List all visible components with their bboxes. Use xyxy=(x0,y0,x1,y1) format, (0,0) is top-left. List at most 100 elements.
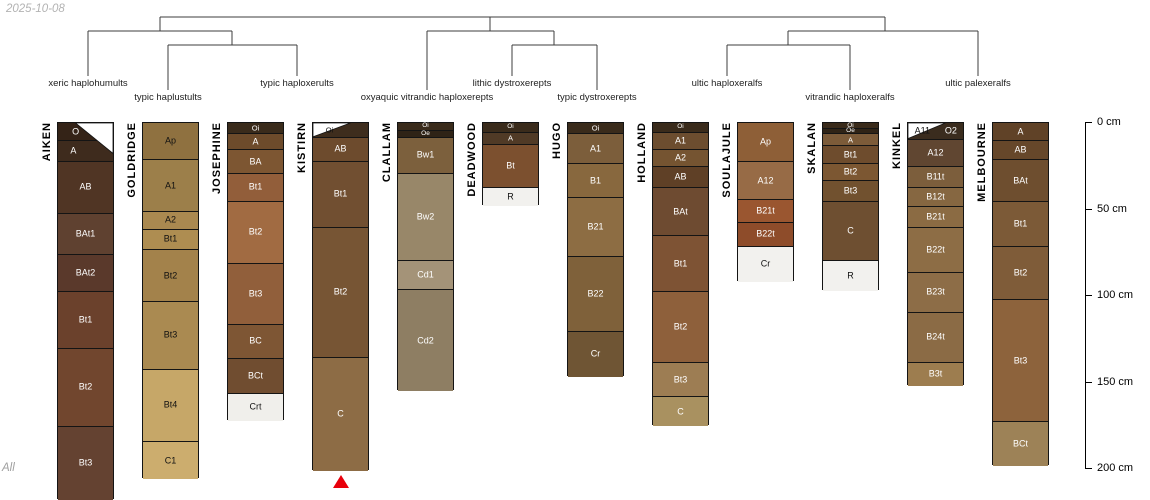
horizon-label: BAt xyxy=(1013,175,1028,186)
horizon-band: BCt xyxy=(228,358,283,393)
profile-column: Oi A BA Bt1 Bt2 Bt3 BC BCt Crt xyxy=(227,122,284,421)
horizon-label: Bt1 xyxy=(163,233,178,244)
profile-name-label: SOULAJULE xyxy=(721,122,733,198)
horizon-label: Bt xyxy=(506,160,515,171)
horizon-label: Bt2 xyxy=(843,166,858,177)
horizon-band: C xyxy=(653,396,708,426)
profile-column: Oi A1 B1 B21 B22 Cr xyxy=(567,122,624,378)
horizon-label: B22t xyxy=(756,228,775,239)
horizon-band: B21t xyxy=(738,199,793,222)
corner-label: All xyxy=(2,462,15,474)
horizon-band: Bt1 xyxy=(228,173,283,201)
depth-tick xyxy=(1085,468,1092,469)
horizon-label: Oe xyxy=(846,127,855,135)
horizon-label: Bt3 xyxy=(673,374,688,385)
horizon-label: R xyxy=(507,191,514,202)
horizon-label: Bt3 xyxy=(163,329,178,340)
horizon-label: A xyxy=(847,135,854,145)
horizon-band: B3t xyxy=(908,361,963,386)
profile-column: Oi Oe A Bt1 Bt2 Bt3 C R xyxy=(822,122,879,291)
horizon-label: A xyxy=(507,133,514,143)
horizon-band: Oi xyxy=(313,123,368,137)
profile-name-label: KINKEL xyxy=(891,122,903,169)
organic-wedge xyxy=(908,123,946,139)
horizon-band: A11 O2 xyxy=(908,123,963,139)
horizon-band: Bt1 xyxy=(993,200,1048,246)
dendrogram-lines xyxy=(87,16,979,90)
profile-column: A AB BAt Bt1 Bt2 Bt3 BCt xyxy=(992,122,1049,466)
horizon-band: A xyxy=(823,133,878,146)
horizon-band: Bt1 xyxy=(58,290,113,348)
horizon-band: AB xyxy=(653,166,708,187)
horizon-band: Ap xyxy=(738,123,793,162)
depth-tick-label: 150 cm xyxy=(1097,375,1134,388)
horizon-band: Bw2 xyxy=(398,173,453,260)
horizon-label: A2 xyxy=(164,214,177,225)
horizon-label: BAt2 xyxy=(75,267,96,278)
horizon-band: A12 xyxy=(908,138,963,167)
depth-tick-label: 200 cm xyxy=(1097,462,1134,474)
horizon-band: Bt3 xyxy=(58,425,113,500)
horizon-band: R xyxy=(483,187,538,207)
depth-tick xyxy=(1085,381,1092,383)
horizon-label: BCt xyxy=(1012,438,1029,449)
horizon-band: Bt3 xyxy=(143,301,198,369)
horizon-band: BC xyxy=(228,323,283,359)
horizon-band: Oi xyxy=(653,123,708,132)
horizon-band: A xyxy=(58,140,113,162)
horizon-label: A xyxy=(252,136,259,147)
horizon-band: BA xyxy=(228,148,283,174)
profile-column: Oi A Bt R xyxy=(482,122,539,207)
taxon-label: typic haploxerults xyxy=(260,78,334,89)
horizon-band: A1 xyxy=(653,131,708,149)
horizon-label: Bw1 xyxy=(416,149,435,160)
horizon-label: AB xyxy=(79,181,92,192)
taxon-label: typic haplustults xyxy=(134,92,202,103)
horizon-band: A1 xyxy=(143,159,198,212)
horizon-label: Bt2 xyxy=(333,286,348,297)
horizon-label: C xyxy=(337,408,344,419)
horizon-band: C xyxy=(313,356,368,471)
horizon-band: BCt xyxy=(993,420,1048,466)
horizon-label: A12 xyxy=(757,175,774,186)
depth-tick-label: 0 cm xyxy=(1097,116,1121,128)
horizon-label: BC xyxy=(249,335,262,346)
horizon-band: Cd1 xyxy=(398,259,453,290)
horizon-label: B22 xyxy=(587,288,604,299)
horizon-label: Oi xyxy=(422,122,429,130)
horizon-band: A xyxy=(483,131,538,144)
profile-name-label: CLALLAM xyxy=(381,122,393,183)
horizon-band: Bt2 xyxy=(993,245,1048,300)
horizon-band: A2 xyxy=(653,148,708,167)
horizon-label: A xyxy=(1017,126,1024,137)
horizon-band: B21 xyxy=(568,197,623,257)
taxon-label: ultic haploxeralfs xyxy=(691,78,763,89)
horizon-label: R xyxy=(847,270,854,281)
horizon-label: Bt1 xyxy=(78,314,93,325)
depth-tick xyxy=(1085,122,1092,123)
horizon-band: B21t xyxy=(908,206,963,227)
horizon-label: O xyxy=(72,126,80,137)
horizon-band: Bt4 xyxy=(143,368,198,442)
horizon-label: BAt1 xyxy=(75,228,96,239)
profile-name-label: JOSEPHINE xyxy=(211,122,223,194)
profile-column: Oi A1 A2 AB BAt Bt1 Bt2 Bt3 C xyxy=(652,122,709,426)
profile-column: A11 O2 A12 B11t B12t B21t B22t B23t B24t B3t xyxy=(907,122,964,386)
horizon-band: Oi xyxy=(483,123,538,132)
horizon-label: BAt xyxy=(673,206,688,217)
horizon-label: Bt3 xyxy=(1013,355,1028,365)
horizon-label: AB xyxy=(1014,144,1027,155)
horizon-label: Cr xyxy=(760,258,771,269)
horizon-label: A1 xyxy=(589,143,602,154)
profile-column: O A AB BAt1 BAt2 Bt1 Bt2 Bt3 xyxy=(57,122,114,500)
horizon-band: C1 xyxy=(143,441,198,480)
horizon-band: Crt xyxy=(228,392,283,421)
horizon-label: B3t xyxy=(928,368,943,379)
horizon-label: Bt2 xyxy=(1013,267,1028,278)
taxon-label: ultic palexeralfs xyxy=(945,78,1011,89)
horizon-band: B1 xyxy=(568,162,623,198)
horizon-label: B11t xyxy=(926,171,945,182)
taxon-label: typic dystroxerepts xyxy=(557,92,637,103)
horizon-label: Crt xyxy=(249,401,262,412)
horizon-label: Bt2 xyxy=(163,270,178,281)
